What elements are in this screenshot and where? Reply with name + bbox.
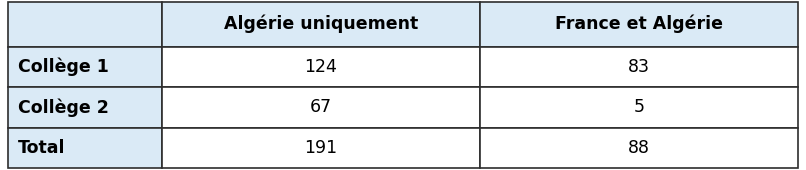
Text: Collège 1: Collège 1 [18, 58, 109, 76]
Bar [8, 2, 162, 47]
Bar [480, 87, 798, 128]
Bar [162, 87, 480, 128]
Text: Collège 2: Collège 2 [18, 98, 109, 117]
Bar [162, 47, 480, 87]
Bar [480, 128, 798, 168]
Bar [162, 128, 480, 168]
Bar [480, 2, 798, 47]
Text: 124: 124 [305, 58, 338, 76]
Text: Total: Total [18, 139, 65, 157]
Text: 67: 67 [310, 98, 332, 116]
Bar [8, 128, 162, 168]
Bar [162, 2, 480, 47]
Text: 88: 88 [628, 139, 650, 157]
Text: 5: 5 [634, 98, 645, 116]
Bar [480, 47, 798, 87]
Bar [8, 87, 162, 128]
Text: Algérie uniquement: Algérie uniquement [224, 15, 418, 33]
Bar [8, 47, 162, 87]
Text: 191: 191 [305, 139, 338, 157]
Text: France et Algérie: France et Algérie [555, 15, 723, 33]
Text: 83: 83 [628, 58, 650, 76]
